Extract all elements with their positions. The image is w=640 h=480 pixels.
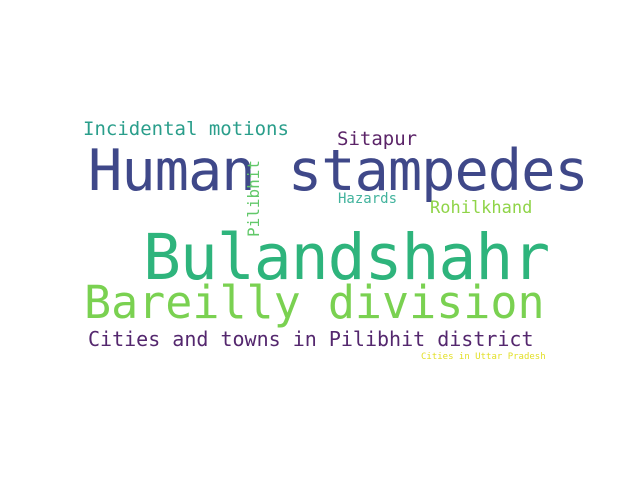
word-cities-uttar-pradesh: Cities in Uttar Pradesh	[421, 352, 546, 362]
word-sitapur: Sitapur	[337, 128, 418, 150]
word-bulandshahr: Bulandshahr	[143, 221, 550, 294]
word-hazards: Hazards	[338, 191, 398, 207]
word-human-stampedes: Human stampedes	[88, 138, 589, 204]
word-cities-towns-pilibhit: Cities and towns in Pilibhit district	[88, 327, 534, 351]
word-rohilkhand: Rohilkhand	[430, 198, 533, 218]
word-bareilly-division: Bareilly division	[84, 276, 545, 329]
word-incidental-motions: Incidental motions	[83, 118, 289, 140]
